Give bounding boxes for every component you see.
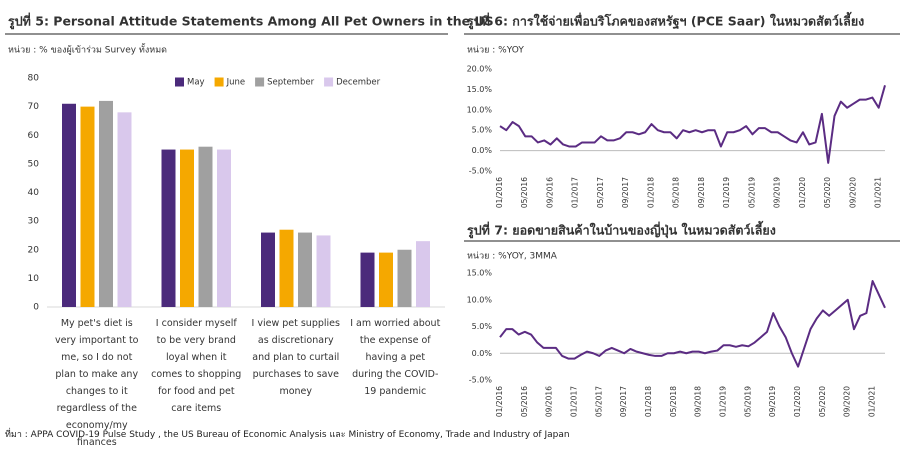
x-tick-label: 01/2018 (644, 386, 653, 417)
x-tick-label: 09/2016 (545, 177, 554, 208)
x-tick-label: 01/2017 (570, 386, 579, 417)
x-tick-label: 09/2016 (545, 386, 554, 417)
y-tick-label: 5.0% (472, 322, 493, 331)
y-tick-label: 60 (28, 131, 40, 141)
x-tick-label: 05/2019 (743, 386, 752, 417)
bar (117, 112, 132, 307)
x-tick-label: I view pet supplies as discretionary and… (251, 318, 340, 397)
x-tick-label: 01/2018 (646, 177, 655, 208)
x-tick-label: 05/2020 (818, 386, 827, 417)
x-tick-label: 09/2017 (621, 177, 630, 208)
chart-subtitle: หน่วย : %YOY, 3MMA (467, 252, 558, 262)
y-tick-label: 70 (28, 102, 40, 112)
bar (80, 106, 95, 307)
bar (360, 252, 375, 307)
x-tick-label: 05/2017 (596, 177, 605, 208)
legend-swatch (214, 77, 224, 87)
chart-subtitle: หน่วย : % ของผู้เข้าร่วม Survey ทั้งหมด (8, 43, 167, 56)
line-series (499, 85, 886, 164)
bar (198, 146, 213, 307)
x-tick-label: 01/2021 (874, 177, 883, 208)
legend-label: September (267, 78, 314, 88)
x-tick-label: 01/2016 (495, 386, 504, 417)
legend-label: December (336, 78, 381, 88)
bar (316, 235, 331, 307)
source-note: ที่มา : APPA COVID-19 Pulse Study , the … (5, 430, 570, 440)
y-tick-label: 40 (28, 188, 40, 198)
x-tick-label: 05/2018 (669, 386, 678, 417)
legend-swatch (255, 77, 265, 87)
y-tick-label: 80 (28, 74, 40, 84)
x-tick-label: 01/2019 (719, 386, 728, 417)
y-tick-label: 0.0% (472, 146, 493, 155)
x-tick-label: 01/2020 (798, 177, 807, 208)
bar (261, 232, 275, 307)
bar (397, 249, 412, 307)
x-tick-label: 05/2019 (747, 177, 756, 208)
x-tick-label: 09/2020 (843, 386, 852, 417)
x-tick-label: 05/2018 (672, 177, 681, 208)
y-tick-label: 10.0% (467, 295, 493, 304)
y-tick-label: 5.0% (472, 126, 493, 135)
chart-title: รูปที่ 6: การใช้จ่ายเพื่อบริโภคของสหรัฐฯ… (467, 12, 864, 30)
legend-swatch (324, 77, 334, 87)
bar (416, 241, 430, 307)
y-tick-label: 15.0% (467, 269, 493, 278)
y-tick-label: 20 (28, 245, 40, 255)
bar (279, 229, 294, 307)
bar (217, 149, 231, 307)
x-tick-label: I am worried about the expense of having… (350, 318, 441, 397)
x-tick-label: I consider myself to be very brand loyal… (151, 318, 242, 414)
bar (62, 103, 76, 307)
x-tick-label: 09/2019 (773, 177, 782, 208)
x-tick-label: 01/2021 (868, 386, 877, 417)
x-tick-label: 09/2020 (848, 177, 857, 208)
x-tick-label: 09/2017 (619, 386, 628, 417)
x-tick-label: 05/2016 (520, 386, 529, 417)
x-tick-label: 05/2016 (520, 177, 529, 208)
legend-label: May (187, 78, 205, 88)
chart-subtitle: หน่วย : %YOY (467, 46, 524, 56)
x-tick-label: My pet's diet is very important to me, s… (54, 318, 139, 448)
legend-swatch (175, 77, 184, 87)
y-tick-label: 15.0% (467, 85, 493, 94)
legend-label: June (226, 78, 246, 88)
x-tick-label: 01/2016 (495, 177, 504, 208)
y-tick-label: 10 (28, 274, 40, 284)
bar (298, 232, 312, 307)
x-tick-label: 01/2020 (793, 386, 802, 417)
bar (99, 100, 113, 308)
x-tick-label: 09/2018 (694, 386, 703, 417)
y-tick-label: -5.0% (469, 376, 493, 385)
x-tick-label: 05/2020 (823, 177, 832, 208)
y-tick-label: 20.0% (467, 65, 493, 74)
bar (161, 149, 176, 307)
chart-title: รูปที่ 7: ยอดขายสินค้าในบ้านของญี่ปุ่น ใ… (467, 221, 776, 239)
bar (180, 149, 194, 307)
line-series (499, 280, 886, 368)
x-tick-label: 09/2018 (697, 177, 706, 208)
x-tick-label: 01/2019 (722, 177, 731, 208)
y-tick-label: 50 (28, 159, 40, 169)
y-tick-label: 30 (28, 217, 40, 227)
y-tick-label: 0 (33, 303, 39, 313)
chart-title: รูปที่ 5: Personal Attitude Statements A… (8, 13, 494, 30)
y-tick-label: 10.0% (467, 105, 493, 114)
x-tick-label: 09/2019 (768, 386, 777, 417)
x-tick-label: 01/2017 (571, 177, 580, 208)
y-tick-label: 0.0% (472, 349, 493, 358)
y-tick-label: -5.0% (469, 167, 493, 176)
bar (379, 252, 393, 307)
x-tick-label: 05/2017 (594, 386, 603, 417)
